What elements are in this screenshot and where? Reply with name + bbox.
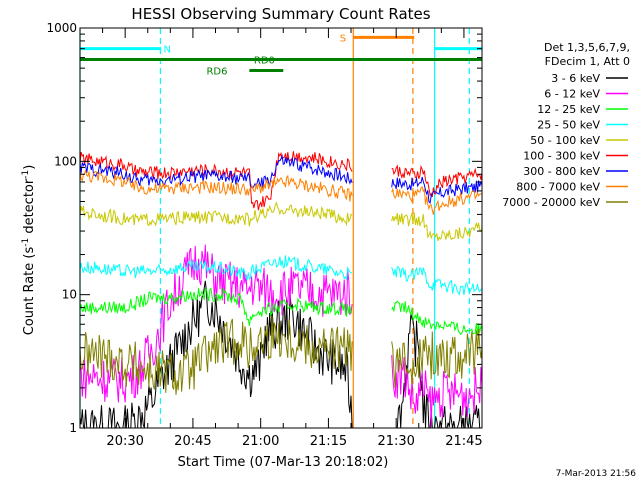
- svg-text:Count Rate (s-1 detector-1): Count Rate (s-1 detector-1): [21, 165, 37, 336]
- plot-frame: [79, 27, 483, 429]
- x-tick-label-1: 20:45: [174, 434, 211, 449]
- x-tick-label-0: 20:30: [106, 434, 143, 449]
- series-line-25-50-kev: [391, 266, 483, 296]
- flag-label-s: S: [340, 33, 346, 44]
- legend-label-100-300-kev: 100 - 300 keV: [523, 150, 600, 163]
- y-axis-ticks: 1 10 100 1000: [46, 21, 482, 435]
- series-line-7000-20000-kev: [391, 328, 483, 389]
- series-line-800-7000-kev: [391, 186, 483, 215]
- chart-title: HESSI Observing Summary Count Rates: [131, 5, 430, 23]
- legend-label-300-800-kev: 300 - 800 keV: [523, 165, 600, 178]
- x-axis-label: Start Time (07-Mar-13 20:18:02): [178, 455, 389, 470]
- footer-timestamp: 7-Mar-2013 21:56: [556, 469, 637, 479]
- x-tick-label-3: 21:15: [310, 434, 347, 449]
- series-line-300-800-kev: [391, 176, 483, 205]
- flag-label-n: N: [164, 45, 171, 56]
- series-50-100-kev: [79, 201, 483, 242]
- y-axis-label-sup-1: -1: [21, 238, 31, 247]
- series-line-100-300-kev: [391, 164, 483, 198]
- series-line-6-12-kev: [79, 244, 353, 403]
- y-axis-label-end: ): [22, 165, 37, 170]
- legend-label-25-50-kev: 25 - 50 keV: [537, 119, 600, 132]
- series-line-12-25-kev: [391, 300, 483, 336]
- flag-label-rd0: RD0: [254, 56, 275, 67]
- flag-label-rd6: RD6: [206, 67, 227, 78]
- series-line-300-800-kev: [79, 153, 353, 190]
- series-300-800-kev: [79, 153, 483, 205]
- series-25-50-kev: [79, 255, 483, 296]
- y-axis-label-tail: detector: [22, 178, 37, 238]
- series-line-12-25-kev: [79, 287, 353, 326]
- legend-header-line-0: Det 1,3,5,6,7,9,: [544, 41, 630, 54]
- legend-label-12-25-kev: 12 - 25 keV: [537, 103, 600, 116]
- series-line-7000-20000-kev: [79, 315, 353, 395]
- series-7000-20000-kev: [79, 315, 483, 395]
- y-tick-label-0: 1: [69, 421, 77, 435]
- y-tick-label-3: 1000: [46, 21, 77, 35]
- series-6-12-kev: [79, 244, 483, 428]
- series-line-50-100-kev: [391, 212, 483, 242]
- x-tick-label-5: 21:45: [445, 434, 482, 449]
- legend-label-6-12-kev: 6 - 12 keV: [544, 88, 600, 101]
- x-axis-ticks: 20:30 20:45 21:00 21:15 21:30 21:45: [102, 28, 483, 449]
- y-axis-label: Count Rate (s-1 detector-1): [21, 165, 37, 336]
- series-line-6-12-kev: [391, 355, 483, 428]
- series-line-25-50-kev: [79, 255, 353, 282]
- legend-header-line-1: FDecim 1, Att 0: [545, 55, 630, 68]
- series-line-800-7000-kev: [79, 168, 353, 202]
- x-tick-label-2: 21:00: [242, 434, 279, 449]
- series-line-50-100-kev: [79, 201, 353, 227]
- series-12-25-kev: [79, 287, 483, 336]
- series-group: [79, 151, 483, 430]
- flag-bars: N S RD0 RD6: [80, 33, 482, 78]
- y-axis-label-sup-2: -1: [21, 170, 31, 179]
- legend-label-7000-20000-kev: 7000 - 20000 keV: [502, 196, 600, 209]
- y-tick-label-2: 100: [54, 154, 77, 168]
- x-tick-label-4: 21:30: [377, 434, 414, 449]
- legend-label-3-6-kev: 3 - 6 keV: [551, 72, 600, 85]
- series-line-100-300-kev: [79, 151, 353, 211]
- series-line-3-6-kev: [391, 312, 482, 429]
- legend-label-50-100-kev: 50 - 100 keV: [530, 134, 600, 147]
- legend-label-800-7000-kev: 800 - 7000 keV: [516, 181, 600, 194]
- series-100-300-kev: [79, 151, 483, 211]
- series-800-7000-kev: [79, 168, 483, 215]
- y-axis-label-main: Count Rate (s: [22, 247, 37, 336]
- y-tick-label-1: 10: [62, 288, 77, 302]
- legend: Det 1,3,5,6,7,9,FDecim 1, Att 0 3 - 6 keV…: [502, 41, 630, 209]
